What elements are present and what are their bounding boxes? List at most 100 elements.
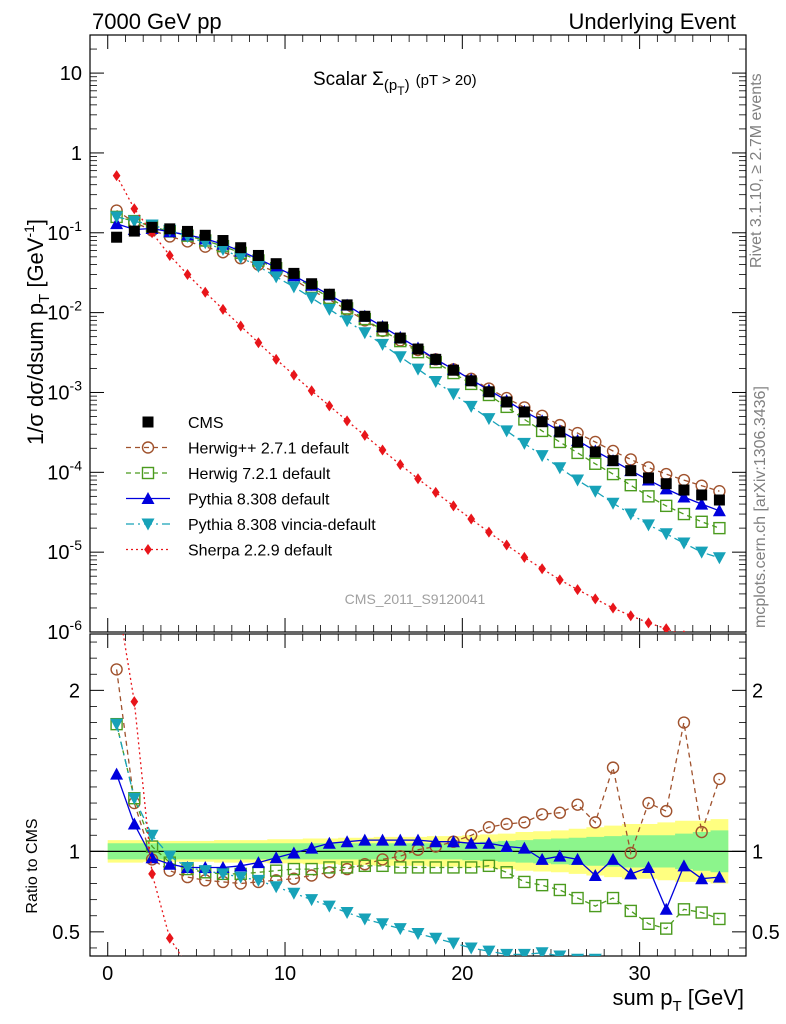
ratio-data-point (518, 816, 531, 829)
ratio-data-point (606, 891, 620, 905)
ratio-y-tick-label: 0.5 (52, 922, 80, 944)
ratio-data-point (429, 835, 443, 848)
ratio-data-point (181, 861, 195, 874)
main-data-point (678, 484, 690, 496)
main-y-tick-label: 10-4 (47, 457, 82, 484)
ratio-data-point (482, 859, 496, 873)
legend-label: Herwig++ 2.7.1 default (188, 441, 350, 458)
ratio-data-point (464, 861, 478, 874)
main-data-point (325, 400, 334, 412)
ratio-data-point (571, 953, 585, 956)
plot-title-main: Scalar Σ (313, 69, 384, 90)
main-data-point (447, 364, 459, 376)
main-data-point (518, 406, 530, 418)
ratio-data-point (482, 945, 496, 956)
ratio-data-point (571, 798, 584, 811)
main-data-point (588, 485, 602, 498)
main-data-point (660, 499, 673, 513)
main-data-point (465, 375, 477, 387)
main-data-point (235, 242, 247, 254)
main-series-markers (111, 221, 725, 506)
ratio-data-point (535, 878, 549, 892)
main-data-point (642, 490, 655, 503)
main-data-point (306, 278, 318, 290)
main-data-point (695, 497, 709, 510)
main-data-point (482, 413, 496, 426)
main-data-point (696, 489, 708, 501)
main-data-point (393, 351, 407, 364)
main-data-point (164, 223, 176, 235)
main-data-point (520, 551, 529, 563)
x-tick-label: 0 (102, 963, 113, 985)
ratio-data-point (712, 870, 726, 883)
ratio-series-markers (130, 696, 174, 944)
ratio-data-point (234, 871, 248, 884)
main-data-point (359, 310, 371, 322)
ratio-panel-frame (89, 633, 747, 957)
legend-item: CMS (142, 415, 224, 432)
main-data-point (642, 461, 655, 474)
main-data-point (624, 508, 638, 521)
main-data-point (536, 416, 548, 428)
main-data-point (553, 435, 567, 449)
ratio-data-point (322, 900, 336, 913)
main-data-point (270, 258, 282, 270)
main-series-sherpa-2-2-9-default (112, 170, 686, 632)
ratio-data-point (269, 864, 283, 877)
legend-item: Herwig++ 2.7.1 default (126, 441, 350, 458)
x-tick-label: 20 (451, 963, 473, 985)
main-data-point (606, 497, 620, 510)
ratio-data-point (394, 861, 407, 874)
ratio-data-point (659, 902, 673, 915)
main-data-point (216, 243, 230, 256)
ratio-data-point (588, 953, 602, 956)
main-data-point (501, 396, 513, 408)
x-tick-label: 10 (274, 963, 296, 985)
main-data-point (323, 288, 335, 300)
main-data-point (252, 249, 264, 261)
main-series-markers (112, 170, 686, 632)
main-data-point (376, 338, 390, 351)
main-data-point (254, 337, 263, 349)
main-series-markers (110, 211, 726, 565)
main-data-point (446, 388, 460, 401)
ratio-data-point (411, 927, 425, 940)
main-data-point (591, 593, 600, 605)
ratio-data-point (641, 860, 655, 873)
ratio-data-point (340, 907, 354, 920)
ratio-series-pythia-8-308-vincia-default (110, 718, 602, 956)
ratio-data-point (642, 917, 655, 930)
legend: CMS Herwig++ 2.7.1 default Herwig 7.2.1 de… (126, 415, 376, 560)
ratio-data-point (535, 808, 549, 821)
main-data-point (269, 271, 283, 284)
main-data-point (712, 504, 726, 517)
ratio-data-point (376, 918, 390, 931)
ratio-data-point (553, 849, 567, 862)
ratio-axes: 0 10 20 30 0.5 0.5 1 1 2 2 (52, 634, 780, 985)
legend-marker (141, 492, 155, 504)
ratio-data-point (358, 833, 372, 846)
ratio-data-point (517, 841, 531, 854)
main-y-tick-label: 10 (60, 63, 82, 85)
ratio-data-point (130, 696, 139, 708)
main-data-point (307, 385, 316, 397)
main-data-point (305, 292, 319, 305)
main-data-point (201, 286, 210, 298)
main-series (110, 170, 726, 632)
main-data-point (573, 584, 582, 596)
main-data-point (251, 260, 265, 273)
ratio-data-point (127, 792, 141, 805)
main-data-point (377, 321, 389, 333)
main-data-point (677, 537, 691, 550)
legend-label: Pythia 8.308 vincia-default (188, 517, 376, 534)
main-data-point (322, 303, 336, 316)
ratio-data-point (624, 904, 637, 918)
ratio-data-point (358, 913, 372, 926)
main-data-point (358, 327, 372, 340)
main-data-point (641, 519, 655, 532)
main-data-point (430, 353, 442, 365)
main-data-point (217, 235, 229, 247)
main-data-point (642, 472, 654, 484)
main-data-point (644, 617, 653, 629)
ratio-data-point (287, 846, 301, 859)
